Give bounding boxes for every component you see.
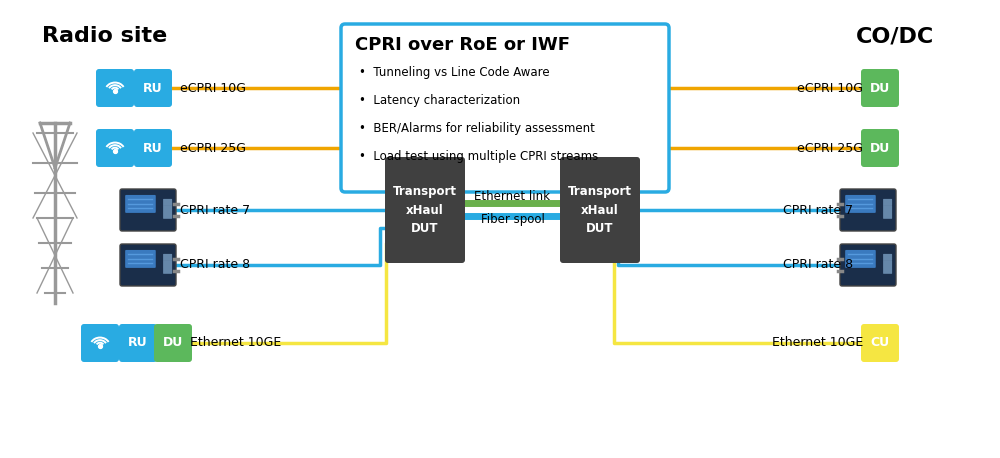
- Text: CO/DC: CO/DC: [856, 26, 934, 46]
- Text: eCPRI 10G: eCPRI 10G: [797, 82, 863, 94]
- Text: Fiber spool: Fiber spool: [481, 213, 544, 227]
- FancyBboxPatch shape: [163, 199, 172, 206]
- Text: eCPRI 25G: eCPRI 25G: [797, 142, 863, 154]
- FancyBboxPatch shape: [163, 267, 172, 274]
- Text: eCPRI 10G: eCPRI 10G: [180, 82, 246, 94]
- Text: CPRI rate 8: CPRI rate 8: [180, 258, 250, 272]
- FancyBboxPatch shape: [96, 69, 134, 107]
- FancyBboxPatch shape: [845, 195, 876, 213]
- Text: Transport
xHaul
DUT: Transport xHaul DUT: [393, 185, 457, 234]
- FancyBboxPatch shape: [883, 260, 892, 267]
- FancyBboxPatch shape: [861, 129, 899, 167]
- Text: Transport
xHaul
DUT: Transport xHaul DUT: [568, 185, 632, 234]
- FancyBboxPatch shape: [120, 189, 176, 231]
- FancyBboxPatch shape: [840, 244, 896, 286]
- Text: •  Latency characterization: • Latency characterization: [359, 94, 520, 107]
- FancyBboxPatch shape: [883, 205, 892, 213]
- FancyBboxPatch shape: [134, 69, 172, 107]
- FancyBboxPatch shape: [119, 324, 157, 362]
- Text: Ethernet link: Ethernet link: [475, 190, 550, 202]
- FancyBboxPatch shape: [861, 69, 899, 107]
- FancyBboxPatch shape: [883, 199, 892, 206]
- Text: Radio site: Radio site: [42, 26, 168, 46]
- FancyBboxPatch shape: [840, 189, 896, 231]
- Text: CPRI rate 7: CPRI rate 7: [783, 203, 853, 217]
- FancyBboxPatch shape: [883, 212, 892, 219]
- Text: RU: RU: [143, 142, 163, 154]
- FancyBboxPatch shape: [341, 24, 669, 192]
- Text: •  BER/Alarms for reliability assessment: • BER/Alarms for reliability assessment: [359, 122, 595, 135]
- FancyBboxPatch shape: [883, 254, 892, 261]
- FancyBboxPatch shape: [163, 254, 172, 261]
- FancyBboxPatch shape: [154, 324, 192, 362]
- FancyBboxPatch shape: [120, 244, 176, 286]
- Text: DU: DU: [870, 82, 890, 94]
- FancyBboxPatch shape: [845, 250, 876, 268]
- FancyBboxPatch shape: [125, 195, 156, 213]
- FancyBboxPatch shape: [163, 260, 172, 267]
- FancyBboxPatch shape: [96, 129, 134, 167]
- Text: CU: CU: [870, 337, 890, 349]
- FancyBboxPatch shape: [125, 250, 156, 268]
- Text: RU: RU: [128, 337, 148, 349]
- FancyBboxPatch shape: [163, 205, 172, 213]
- Text: •  Tunneling vs Line Code Aware: • Tunneling vs Line Code Aware: [359, 66, 550, 79]
- Text: CPRI rate 8: CPRI rate 8: [783, 258, 853, 272]
- Text: eCPRI 25G: eCPRI 25G: [180, 142, 246, 154]
- FancyBboxPatch shape: [134, 129, 172, 167]
- Text: •  Load test using multiple CPRI streams: • Load test using multiple CPRI streams: [359, 150, 598, 163]
- Text: Ethernet 10GE: Ethernet 10GE: [190, 337, 281, 349]
- Text: RU: RU: [143, 82, 163, 94]
- FancyBboxPatch shape: [81, 324, 119, 362]
- Text: CPRI rate 7: CPRI rate 7: [180, 203, 250, 217]
- Text: Ethernet 10GE: Ethernet 10GE: [772, 337, 863, 349]
- Text: DU: DU: [870, 142, 890, 154]
- Text: CPRI over RoE or IWF: CPRI over RoE or IWF: [355, 36, 570, 54]
- FancyBboxPatch shape: [861, 324, 899, 362]
- FancyBboxPatch shape: [560, 157, 640, 263]
- FancyBboxPatch shape: [163, 212, 172, 219]
- Text: DU: DU: [163, 337, 183, 349]
- FancyBboxPatch shape: [883, 267, 892, 274]
- FancyBboxPatch shape: [385, 157, 465, 263]
